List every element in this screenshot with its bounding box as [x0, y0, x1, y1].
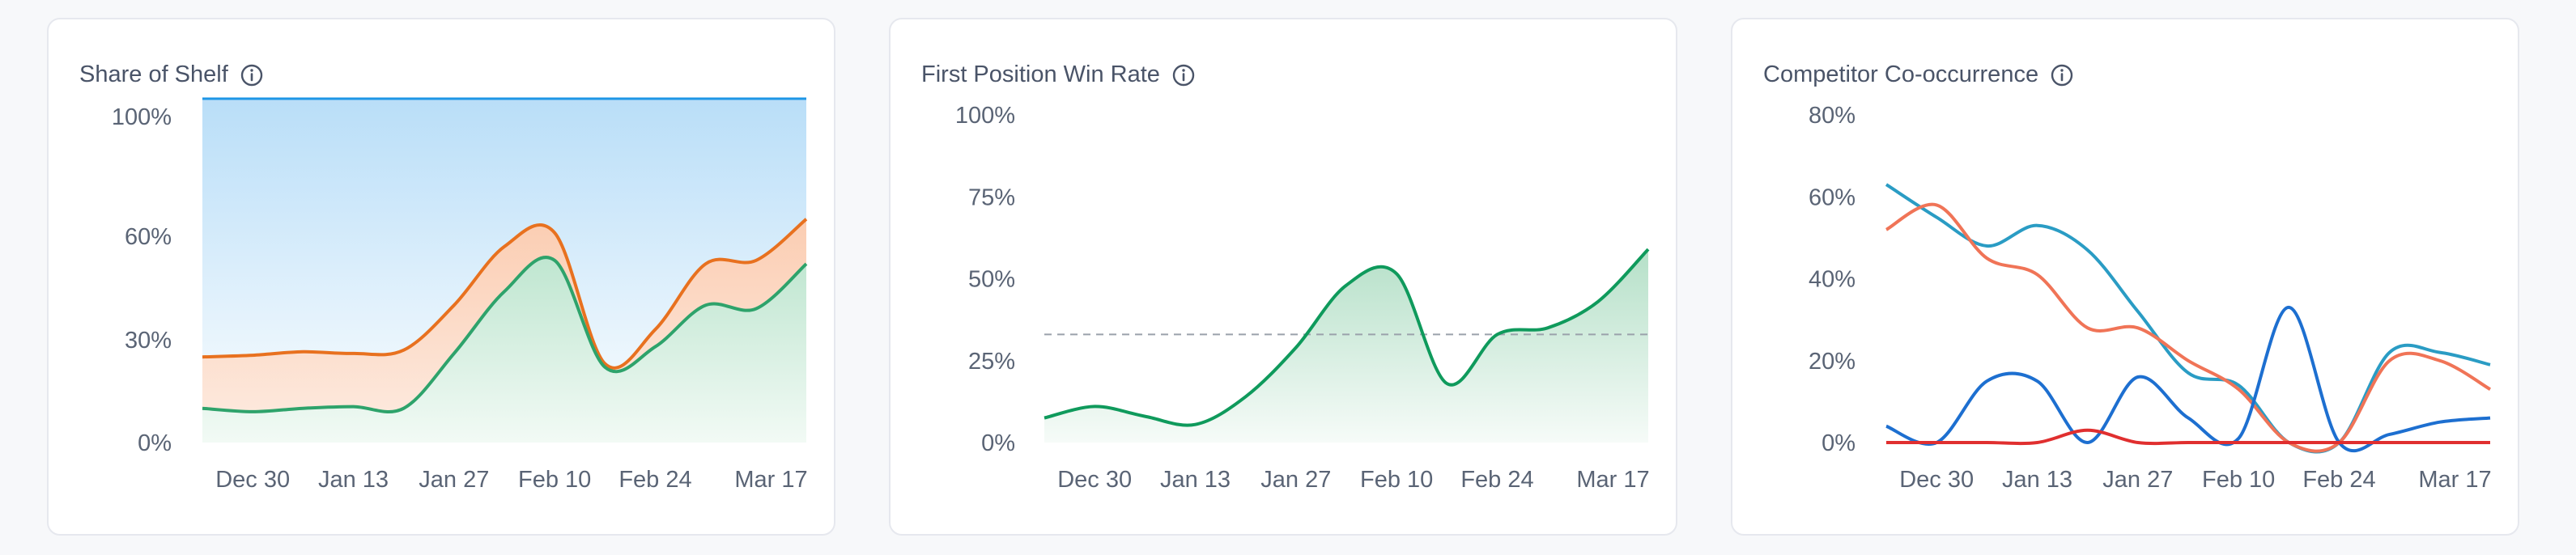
x-tick-label: Jan 13: [318, 467, 389, 493]
co-occurrence-plot: [1885, 183, 2492, 454]
info-icon[interactable]: [240, 63, 264, 87]
x-tick-label: Mar 17: [1576, 467, 1649, 493]
x-tick-label: Jan 27: [1260, 467, 1331, 493]
share-total-area: [202, 99, 806, 368]
x-tick-label: Dec 30: [215, 467, 290, 493]
y-tick-label: 0%: [981, 430, 1015, 456]
info-icon[interactable]: [2050, 63, 2074, 87]
y-tick-label: 25%: [968, 349, 1015, 375]
competitor-c-line: [1885, 305, 2491, 453]
x-tick-label: Feb 10: [1360, 467, 1433, 493]
win-rate-line: [1044, 248, 1650, 427]
competitor-b-line: [1885, 202, 2492, 453]
y-tick-label: 80%: [1809, 103, 1855, 129]
y-tick-label: 60%: [125, 224, 172, 250]
competitor-co-occurrence-card: Competitor Co-occurrence: [1731, 18, 2519, 536]
share-cumulative-area: [202, 218, 806, 413]
y-tick-label: 0%: [138, 430, 172, 456]
co-occurrence-title-row: Competitor Co-occurrence: [1763, 61, 2074, 88]
x-tick-label: Feb 10: [518, 467, 591, 493]
y-tick-label: 0%: [1821, 430, 1855, 456]
x-tick-label: Feb 24: [618, 467, 691, 493]
y-tick-label: 100%: [955, 103, 1015, 129]
share-of-shelf-title-row: Share of Shelf: [79, 61, 264, 88]
y-tick-label: 50%: [968, 267, 1015, 293]
x-tick-label: Feb 24: [1460, 467, 1533, 493]
y-tick-label: 30%: [125, 328, 172, 354]
x-tick-label: Jan 27: [2102, 467, 2173, 493]
y-tick-label: 40%: [1809, 267, 1855, 293]
y-tick-label: 60%: [1809, 184, 1855, 210]
x-tick-label: Mar 17: [2418, 467, 2491, 493]
first-position-win-rate-card: First Position Win Rate: [889, 18, 1677, 536]
x-tick-label: Mar 17: [734, 467, 807, 493]
y-tick-label: 100%: [112, 104, 172, 130]
share-cumulative-line: [202, 218, 808, 370]
x-tick-label: Feb 24: [2302, 467, 2375, 493]
x-tick-label: Dec 30: [1899, 467, 1974, 493]
x-tick-label: Jan 13: [1160, 467, 1231, 493]
info-icon[interactable]: [1171, 63, 1196, 87]
share-ours-area: [202, 256, 806, 443]
share-ours-line: [202, 256, 808, 413]
x-tick-label: Feb 10: [2202, 467, 2275, 493]
win-rate-area: [1044, 249, 1648, 443]
win-rate-title: First Position Win Rate: [921, 61, 1160, 87]
x-tick-label: Jan 27: [419, 467, 489, 493]
x-tick-label: Jan 13: [2002, 467, 2072, 493]
y-tick-label: 20%: [1809, 349, 1855, 375]
win-rate-title-row: First Position Win Rate: [921, 61, 1196, 88]
y-tick-label: 75%: [968, 184, 1015, 210]
x-tick-label: Dec 30: [1057, 467, 1132, 493]
competitor-d-line: [1886, 428, 2490, 446]
share-of-shelf-plot: [202, 97, 808, 443]
share-of-shelf-title: Share of Shelf: [79, 61, 228, 87]
competitor-a-line: [1885, 183, 2491, 454]
win-rate-plot: [1044, 248, 1650, 443]
co-occurrence-title: Competitor Co-occurrence: [1763, 61, 2039, 87]
